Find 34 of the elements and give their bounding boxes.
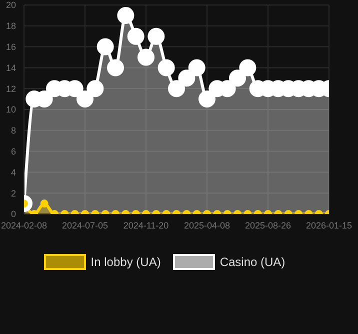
y-tick-label: 18 bbox=[6, 21, 16, 32]
x-tick-label: 2026-01-15 bbox=[306, 220, 352, 230]
y-tick-label: 0 bbox=[10, 209, 16, 220]
point bbox=[188, 59, 206, 76]
point bbox=[229, 70, 246, 87]
y-tick-label: 10 bbox=[6, 104, 16, 115]
point bbox=[239, 59, 256, 76]
x-tick-label: 2024-07-05 bbox=[62, 220, 108, 230]
x-tick-label: 2025-04-08 bbox=[184, 220, 230, 230]
point bbox=[148, 28, 165, 45]
point bbox=[86, 80, 104, 98]
y-tick-label: 20 bbox=[6, 0, 16, 10]
y-tick-label: 4 bbox=[10, 167, 16, 178]
legend-label: In lobby (UA) bbox=[90, 255, 161, 269]
x-tick-label: 2025-08-26 bbox=[244, 220, 292, 230]
y-tick-label: 6 bbox=[10, 146, 16, 156]
point bbox=[117, 6, 134, 24]
y-tick-label: 2 bbox=[10, 188, 16, 198]
point bbox=[168, 80, 185, 98]
point bbox=[198, 90, 216, 108]
point bbox=[96, 38, 114, 56]
x-tick-label: 2024-02-08 bbox=[0, 220, 48, 230]
point bbox=[76, 90, 94, 108]
legend-label: Casino (UA) bbox=[220, 255, 286, 269]
y-tick-label: 8 bbox=[10, 126, 16, 136]
y-tick-label: 16 bbox=[6, 42, 16, 52]
point bbox=[127, 28, 144, 45]
point bbox=[158, 59, 175, 76]
y-tick-label: 14 bbox=[6, 62, 16, 73]
point bbox=[138, 48, 154, 66]
x-tick-label: 2024-11-20 bbox=[123, 220, 169, 230]
point bbox=[178, 70, 196, 87]
point bbox=[107, 59, 124, 76]
y-tick-label: 12 bbox=[6, 84, 16, 94]
